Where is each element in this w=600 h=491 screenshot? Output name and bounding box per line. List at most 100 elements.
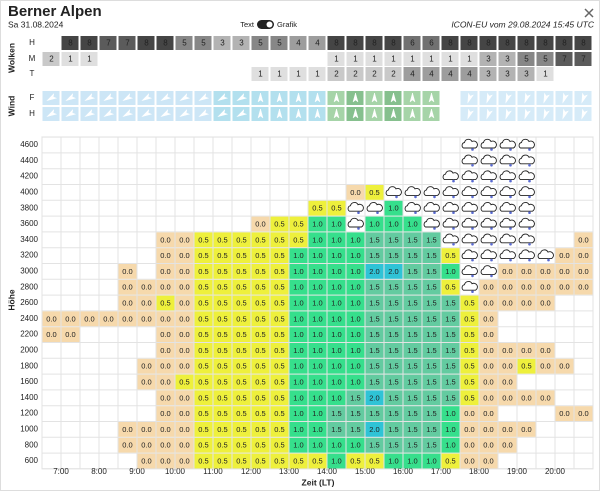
cell-value: 1.5: [426, 283, 436, 292]
cell: [232, 248, 251, 263]
cell: [270, 343, 289, 358]
arrow-shape: [562, 108, 569, 120]
cloud-cell: [554, 35, 574, 51]
y-tick-label: 1200: [20, 409, 38, 418]
cell-value: 1.5: [350, 393, 360, 402]
arrow-shape: [160, 109, 172, 117]
cell-value: 0.0: [160, 330, 170, 339]
cloud-cell: [269, 35, 289, 51]
cell: [384, 422, 403, 437]
cell-value: 0.5: [445, 283, 455, 292]
cell-value: 1.5: [369, 283, 379, 292]
cloud-icon: [461, 249, 478, 262]
wind-arrow: [65, 109, 77, 117]
cell-value: 0.5: [464, 346, 474, 355]
arrow-shape: [236, 93, 248, 101]
cell: [346, 264, 365, 279]
cell: [574, 264, 593, 279]
cell-value: 0.0: [141, 314, 151, 323]
cloud-icon: [442, 186, 459, 199]
cell-value: 0.5: [274, 267, 284, 276]
cell: [365, 232, 384, 248]
cell-value: 0.0: [483, 441, 493, 450]
cloud-drop: [490, 164, 493, 167]
cell: [289, 248, 308, 263]
cloud-icon: [518, 154, 535, 167]
cloud-icon: [461, 154, 478, 167]
cell: [175, 232, 194, 248]
cell-value: 0.0: [179, 298, 189, 307]
cell-value: 0.5: [236, 330, 246, 339]
cell-value: 1.0: [312, 362, 322, 371]
cloud-drop: [433, 195, 436, 199]
cell-value: 0.5: [331, 204, 341, 213]
cell-value: 0.5: [236, 441, 246, 450]
toggle-switch[interactable]: [257, 20, 274, 29]
cell-value: 0.5: [217, 267, 227, 276]
cell-value: 0.0: [122, 267, 132, 276]
cloud-value: 8: [334, 39, 339, 48]
cell: [441, 264, 460, 279]
cell: [384, 200, 403, 216]
arrow-shape: [314, 92, 321, 103]
cell-value: 0.0: [122, 283, 132, 292]
cloud-value: 4: [296, 39, 301, 48]
cell-value: 2.0: [388, 267, 398, 276]
wind-arrow: [236, 109, 248, 117]
arrow-shape: [295, 92, 302, 103]
cloud-icon: [442, 170, 459, 183]
arrow-shape: [122, 93, 134, 101]
close-button[interactable]: [584, 8, 594, 18]
cell-value: 1.5: [407, 330, 417, 339]
cell: [422, 406, 441, 421]
cell-value: 0.0: [502, 425, 512, 434]
cell: [574, 406, 593, 421]
cell-value: 1.0: [445, 425, 455, 434]
cell-value: 0.5: [217, 362, 227, 371]
cloud-value: 3: [486, 55, 491, 64]
cloud-drop: [414, 195, 417, 199]
cell: [213, 390, 232, 406]
cell: [137, 295, 156, 311]
arrow-shape: [198, 93, 210, 101]
toggle-right[interactable]: Grafik: [277, 20, 297, 29]
wind-arrow: [198, 109, 210, 117]
cell: [175, 311, 194, 327]
cell-value: 1.0: [293, 267, 303, 276]
cell: [270, 264, 289, 279]
cell: [156, 453, 175, 469]
toggle-left[interactable]: Text: [240, 20, 255, 29]
cell: [137, 279, 156, 295]
cell: [422, 422, 441, 437]
cell-value: 0.5: [274, 219, 284, 228]
cell-value: 1.5: [388, 409, 398, 418]
cloud-icon: [461, 233, 478, 246]
cell-value: 0.5: [369, 456, 379, 465]
cloud-shape: [423, 186, 440, 196]
cell: [213, 406, 232, 421]
cell: [308, 406, 327, 421]
cell-value: 1.0: [312, 393, 322, 402]
cloud-value: 7: [106, 39, 111, 48]
cell-value: 0.0: [179, 425, 189, 434]
cell: [194, 264, 213, 279]
arrow-shape: [314, 108, 321, 119]
cell: [384, 343, 403, 358]
cell: [479, 437, 498, 453]
cell: [479, 358, 498, 374]
cell-value: 1.5: [388, 425, 398, 434]
cell: [251, 374, 270, 390]
cloud-value: 1: [296, 70, 301, 79]
cell: [289, 390, 308, 406]
wind-arrow: [467, 108, 474, 120]
cloud-drop: [490, 148, 493, 151]
cell-value: 0.0: [502, 393, 512, 402]
y-tick-label: 3200: [20, 251, 38, 260]
cloud-value: 1: [353, 55, 358, 64]
cell-value: 0.5: [217, 235, 227, 244]
cell: [118, 264, 137, 279]
cell: [251, 216, 270, 232]
cell: [251, 437, 270, 453]
cloud-value: 7: [125, 39, 130, 48]
cell-value: 0.5: [445, 456, 455, 465]
